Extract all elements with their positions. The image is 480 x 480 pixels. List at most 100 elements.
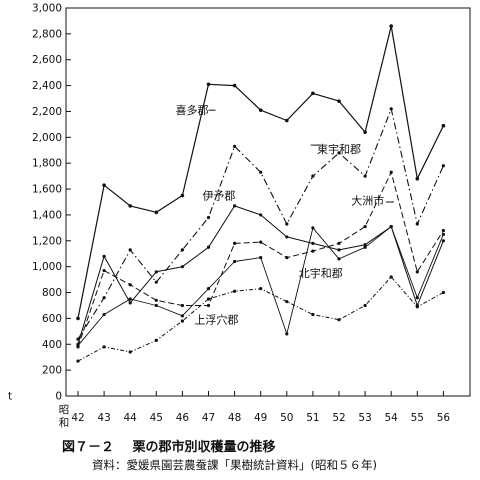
data-point [206, 303, 211, 308]
data-point [180, 303, 184, 308]
data-point [441, 164, 445, 168]
data-point [363, 130, 367, 134]
data-point [102, 296, 106, 300]
y-tick-label: 2,400 [32, 80, 62, 92]
data-point [206, 82, 211, 87]
data-point [337, 241, 341, 245]
y-tick-label: 2,000 [32, 132, 62, 144]
data-point [311, 91, 315, 96]
chart-series [76, 24, 446, 363]
data-point [337, 151, 341, 155]
y-tick-label: 800 [42, 287, 62, 299]
data-point [102, 183, 106, 187]
data-point [206, 297, 211, 301]
x-tick-label: 43 [97, 412, 110, 424]
figure-caption: 図７－２ 栗の郡市別収穫量の推移 [62, 436, 276, 455]
data-point [285, 118, 289, 123]
x-tick-label: 49 [254, 412, 267, 424]
data-point [337, 248, 341, 252]
data-point [154, 338, 158, 342]
data-point [154, 210, 159, 215]
data-point [154, 280, 158, 284]
data-point [259, 213, 263, 217]
figure-title: 栗の郡市別収穫量の推移 [132, 440, 276, 455]
data-point [415, 176, 420, 181]
chart-axes: 0 200 400 600 800 1,000 1,200 1,400 1,600 1,800 2,… [8, 3, 471, 429]
data-point [180, 248, 184, 252]
series-line [77, 205, 444, 345]
data-point [233, 204, 237, 208]
data-point [259, 256, 263, 260]
data-point [76, 359, 80, 363]
x-tick-label: 46 [176, 412, 190, 424]
data-point [441, 123, 446, 128]
x-tick-label: 45 [150, 412, 163, 424]
y-tick-label: 2,800 [32, 28, 62, 40]
data-point [363, 243, 367, 247]
data-point [363, 303, 367, 308]
data-point [76, 343, 80, 348]
data-point [233, 144, 237, 148]
x-tick-label: 56 [437, 412, 451, 424]
plot-frame [65, 7, 471, 397]
data-point [337, 99, 341, 103]
data-point [285, 332, 289, 336]
data-point [389, 275, 393, 279]
data-point [441, 239, 445, 243]
data-point [180, 193, 185, 198]
data-point [285, 222, 289, 226]
data-point [415, 296, 419, 300]
data-point [441, 228, 445, 233]
y-tick-label: 1,400 [32, 209, 62, 221]
x-tick-label: 42 [71, 412, 84, 424]
series-label: 大洲市 [351, 194, 384, 208]
y-tick-label: 600 [42, 313, 62, 325]
x-tick-label: 53 [358, 412, 371, 424]
data-point [206, 287, 211, 291]
data-point [363, 224, 367, 229]
x-tick-label: 51 [306, 412, 319, 424]
y-tick-label: 1,000 [32, 261, 62, 273]
y-tick-label: 2,200 [32, 106, 62, 118]
line-chart: 0 200 400 600 800 1,000 1,200 1,400 1,600 1,800 2,… [8, 3, 471, 429]
data-point [128, 283, 132, 287]
y-tick-label: 200 [42, 365, 62, 377]
data-point [415, 305, 419, 309]
data-point [259, 287, 263, 291]
series-line [77, 108, 444, 340]
y-tick-label: 1,600 [32, 184, 62, 196]
y-tick-label: 2,600 [32, 54, 62, 66]
data-point [154, 303, 158, 308]
data-point [337, 257, 341, 261]
y-tick-label: 3,000 [32, 3, 62, 15]
x-tick-label: 52 [332, 412, 345, 424]
series-line [77, 171, 444, 348]
y-tick-label: 1,800 [32, 158, 62, 170]
data-point [259, 170, 263, 174]
data-point [389, 107, 393, 111]
data-point [311, 174, 315, 178]
y-tick-label: 0 [55, 391, 62, 403]
data-point [154, 270, 158, 274]
data-point [102, 268, 106, 273]
y-tick-label: 1,200 [32, 235, 62, 247]
x-tick-label: 47 [202, 412, 215, 424]
data-point [76, 316, 80, 321]
data-point [128, 204, 132, 208]
data-point [102, 345, 106, 349]
data-point [180, 319, 184, 323]
data-point [311, 241, 315, 245]
data-point [258, 108, 263, 112]
y-unit-label: t [8, 391, 12, 403]
data-point [363, 245, 367, 249]
data-point [128, 350, 132, 354]
data-point [259, 240, 263, 244]
data-point [389, 224, 393, 229]
data-point [311, 226, 315, 230]
x-tick-label: 48 [228, 412, 241, 424]
data-point [285, 235, 289, 239]
data-point [102, 312, 106, 317]
data-point [206, 245, 211, 249]
series-label: 北宇和郡 [299, 267, 343, 280]
